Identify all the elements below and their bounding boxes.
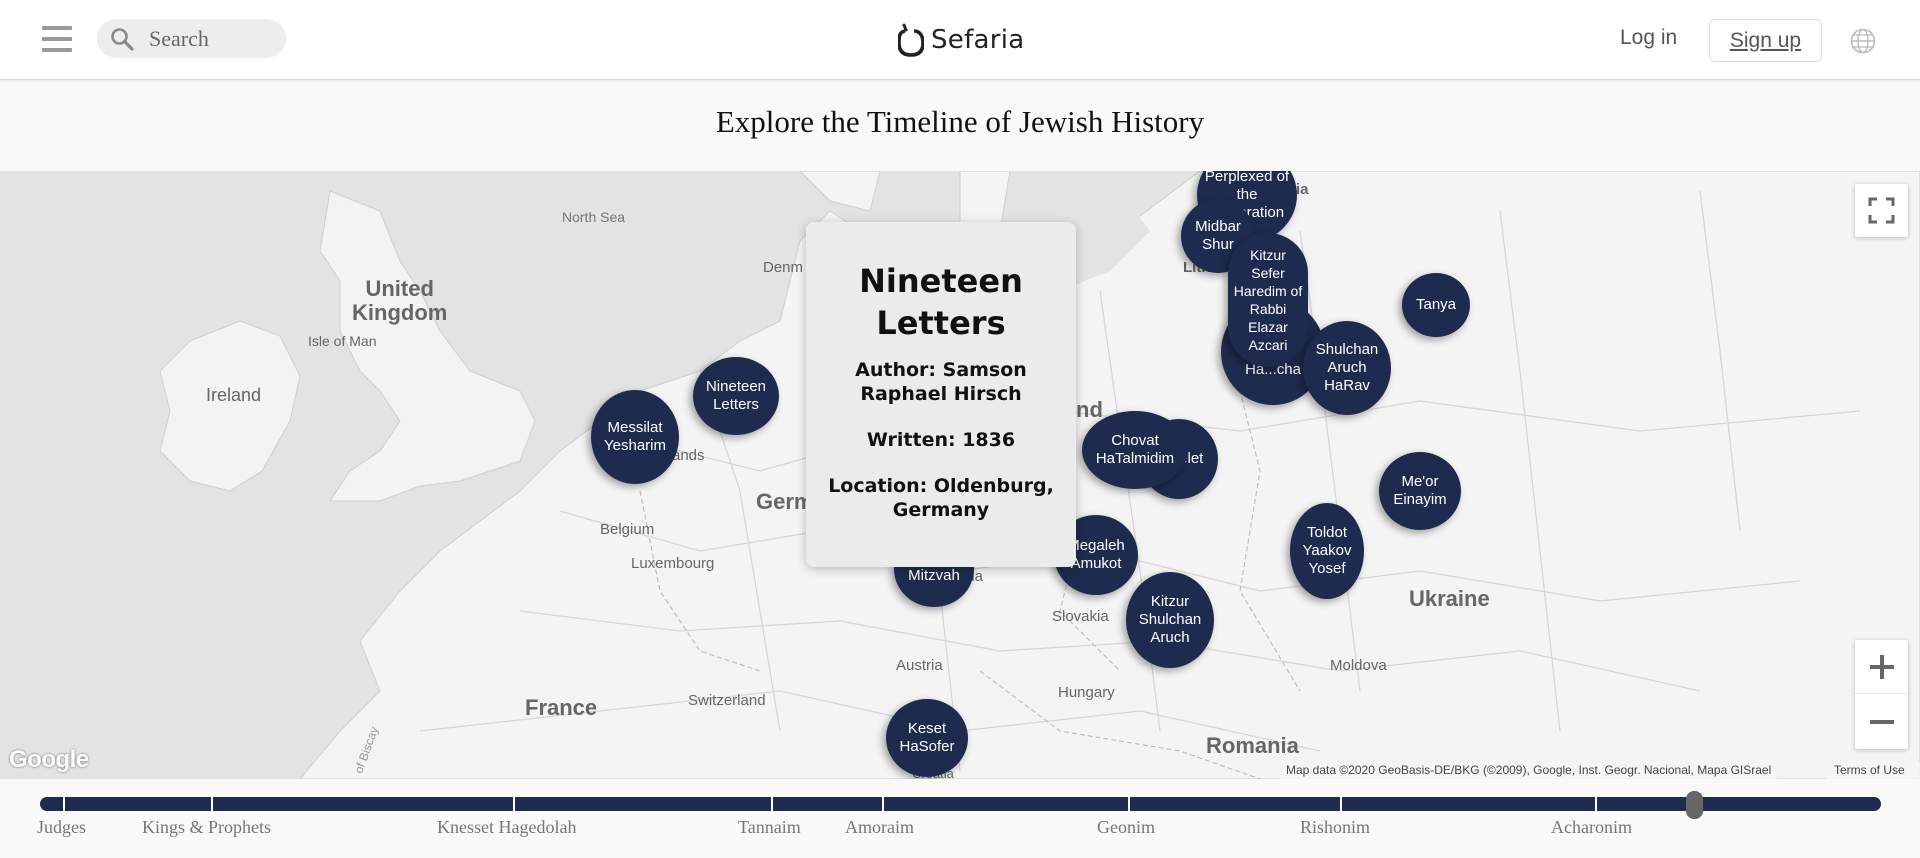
era-label-kings-prophets[interactable]: Kings & Prophets (142, 817, 272, 837)
map-label-united-kingdom: United Kingdom (352, 277, 447, 325)
map-label-belgium: Belgium (600, 521, 655, 538)
globe-icon[interactable] (1850, 28, 1876, 54)
timeline-slider-handle[interactable] (1686, 791, 1703, 819)
search-box[interactable] (97, 19, 286, 58)
popup-title: Nineteen Letters (859, 262, 1023, 342)
search-icon (111, 28, 134, 51)
timeline-tick (882, 795, 884, 813)
zoom-in-button[interactable] (1855, 640, 1908, 694)
popup-author: Author: Samson Raphael Hirsch (855, 359, 1027, 405)
site-header: Sefaria Log in Sign up (0, 0, 1920, 80)
map-bubble-messilat-yesharim[interactable]: Messilat Yesharim (591, 390, 679, 484)
page-title: Explore the Timeline of Jewish History (715, 104, 1205, 139)
timeline-tick (513, 795, 515, 813)
sefaria-logo[interactable]: Sefaria (898, 22, 1025, 58)
map-label-isle-of-man: Isle of Man (308, 333, 377, 349)
map-label-hungary: Hungary (1058, 684, 1115, 701)
timeline-tick (1128, 795, 1130, 813)
era-label-judges[interactable]: Judges (37, 817, 86, 837)
timeline: Judges Kings & Prophets Knesset Hagedola… (0, 779, 1920, 858)
era-label-acharonim[interactable]: Acharonim (1551, 817, 1632, 837)
popup-location: Location: Oldenburg, Germany (828, 475, 1054, 521)
era-label-knesset-hagedolah[interactable]: Knesset Hagedolah (437, 817, 577, 837)
logo-text: Sefaria (931, 25, 1025, 55)
map-label-poland: nd (1076, 397, 1103, 422)
timeline-tick (211, 795, 213, 813)
map[interactable]: North Sea United Kingdom Isle of Man Ire… (0, 171, 1920, 779)
zoom-controls (1855, 640, 1908, 749)
zoom-out-button[interactable] (1855, 695, 1908, 749)
map-label-luxembourg: Luxembourg (631, 555, 715, 572)
map-attribution: Map data ©2020 GeoBasis-DE/BKG (©2009), … (1280, 762, 1778, 779)
era-label-geonim[interactable]: Geonim (1097, 817, 1155, 837)
signup-button[interactable]: Sign up (1709, 19, 1822, 62)
map-bubble-chovat-hatalmidim[interactable]: Chovat HaTalmidim (1082, 411, 1188, 489)
map-label-romania: Romania (1206, 733, 1299, 758)
era-label-rishonim[interactable]: Rishonim (1300, 817, 1371, 837)
timeline-tick (771, 795, 773, 813)
map-bubble-midbar-shur[interactable]: Midbar Shur (1181, 199, 1255, 273)
era-label-tannaim[interactable]: Tannaim (738, 817, 801, 837)
map-label-netherlands: ands (672, 447, 705, 464)
login-link[interactable]: Log in (1620, 26, 1678, 49)
map-label-switzerland: Switzerland (688, 692, 766, 709)
terms-of-use-link[interactable]: Terms of Use (1826, 762, 1920, 779)
search-input[interactable] (149, 19, 279, 58)
map-label-north-sea: North Sea (562, 209, 626, 225)
map-label-germany: Germ (756, 489, 814, 514)
book-popup: Nineteen Letters Author: Samson Raphael … (806, 222, 1076, 567)
timeline-tick (1340, 795, 1342, 813)
map-bubble-nineteen-letters[interactable]: Nineteen Letters (693, 357, 779, 435)
map-label-slovakia: Slovakia (1052, 608, 1109, 625)
map-label-moldova: Moldova (1330, 657, 1387, 674)
map-bubble-meor-einayim[interactable]: Me'or Einayim (1379, 452, 1461, 530)
google-logo[interactable]: Google (9, 746, 89, 773)
sefaria-logo-icon (898, 23, 924, 57)
fullscreen-icon (1868, 197, 1895, 224)
map-bubble-keset-hasofer[interactable]: Keset HaSofer (886, 699, 968, 777)
map-label-latvia: ia (1296, 181, 1309, 198)
map-label-denmark: Denm (763, 259, 804, 276)
timeline-tick (63, 795, 65, 813)
era-label-amoraim[interactable]: Amoraim (845, 817, 914, 837)
map-bubble-shulchan-aruch-harav[interactable]: Shulchan Aruch HaRav (1303, 321, 1391, 415)
map-bubble-kitzur-sefer-haredim[interactable]: Kitzur Sefer Haredim of Rabbi Elazar Azc… (1228, 233, 1308, 367)
timeline-bar[interactable] (40, 797, 1881, 811)
fullscreen-button[interactable] (1855, 184, 1908, 237)
map-label-ukraine: Ukraine (1409, 586, 1490, 611)
plus-icon (1869, 654, 1894, 679)
map-label-france: France (525, 695, 598, 720)
timeline-tick (1595, 795, 1597, 813)
map-label-united-kingdom-text: United Kingdom (352, 276, 448, 325)
map-bubble-toldot-yaakov-yosef[interactable]: Toldot Yaakov Yosef (1290, 503, 1364, 599)
map-bubble-kitzur-shulchan-aruch[interactable]: Kitzur Shulchan Aruch (1126, 572, 1214, 668)
popup-written: Written: 1836 (866, 429, 1016, 451)
minus-icon (1869, 720, 1894, 724)
map-bubble-tanya[interactable]: Tanya (1402, 273, 1470, 337)
map-label-ireland: Ireland (206, 385, 262, 405)
menu-icon[interactable] (42, 26, 72, 52)
map-label-austria: Austria (896, 657, 943, 674)
